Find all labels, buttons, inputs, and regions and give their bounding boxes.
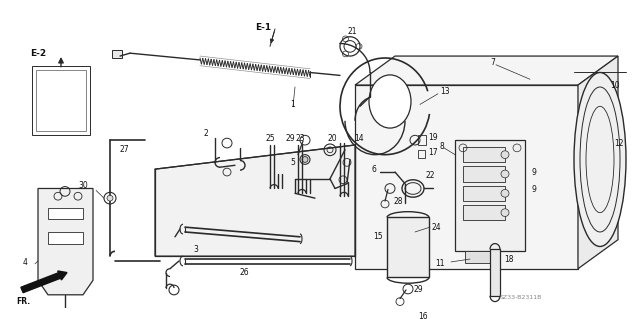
Text: 30: 30	[78, 181, 88, 190]
Text: SZ33-B2311B: SZ33-B2311B	[500, 295, 542, 300]
Bar	[465, 251, 490, 263]
Bar	[490, 249, 500, 296]
Ellipse shape	[580, 87, 620, 232]
Polygon shape	[355, 85, 578, 269]
Ellipse shape	[369, 75, 411, 128]
Text: 25: 25	[265, 134, 275, 143]
Bar	[48, 208, 83, 219]
Circle shape	[501, 189, 509, 197]
FancyArrow shape	[21, 271, 67, 293]
Circle shape	[501, 170, 509, 178]
Text: 1: 1	[290, 100, 295, 109]
Text: 16: 16	[418, 312, 428, 319]
Bar	[463, 186, 505, 201]
Text: 20: 20	[327, 134, 337, 143]
Text: 17: 17	[428, 148, 438, 157]
Bar	[463, 147, 505, 162]
Text: 24: 24	[432, 223, 442, 232]
Ellipse shape	[574, 72, 626, 247]
Text: 8: 8	[440, 142, 445, 152]
Text: 12: 12	[614, 138, 623, 148]
Ellipse shape	[586, 106, 614, 213]
Text: FR.: FR.	[16, 297, 30, 306]
Text: 23: 23	[296, 134, 306, 143]
Text: 29: 29	[413, 285, 422, 293]
Circle shape	[501, 151, 509, 159]
Text: 5: 5	[290, 158, 295, 167]
Circle shape	[302, 157, 308, 162]
Bar	[455, 140, 525, 251]
Text: E-1: E-1	[255, 23, 271, 32]
Text: 2: 2	[203, 129, 208, 138]
Text: 29: 29	[286, 134, 296, 143]
Text: 10: 10	[610, 81, 620, 90]
Bar	[112, 50, 122, 58]
Text: 19: 19	[428, 133, 438, 142]
Bar	[36, 70, 86, 131]
Text: 4: 4	[23, 258, 28, 267]
Text: 13: 13	[440, 87, 450, 96]
Circle shape	[107, 195, 113, 201]
Bar	[387, 218, 429, 278]
Text: 22: 22	[425, 171, 435, 181]
Circle shape	[501, 209, 509, 217]
Text: 3: 3	[193, 245, 198, 254]
Text: 26: 26	[240, 268, 250, 277]
Text: 21: 21	[348, 27, 358, 36]
Text: 9: 9	[531, 185, 536, 194]
Text: 28: 28	[393, 197, 403, 205]
Text: E-2: E-2	[30, 49, 46, 58]
Polygon shape	[578, 56, 618, 269]
Bar	[463, 166, 505, 182]
Polygon shape	[155, 145, 355, 256]
Bar	[418, 150, 425, 158]
Polygon shape	[355, 56, 618, 85]
Text: 6: 6	[372, 165, 377, 174]
Text: 14: 14	[354, 134, 364, 143]
Bar	[32, 66, 90, 135]
Bar	[463, 205, 505, 220]
Bar	[48, 232, 83, 244]
Text: 15: 15	[373, 232, 383, 241]
Text: 9: 9	[531, 167, 536, 176]
Text: 18: 18	[504, 255, 513, 263]
Bar	[418, 135, 426, 145]
Polygon shape	[38, 189, 93, 295]
Text: 11: 11	[435, 259, 445, 268]
Text: 27: 27	[120, 145, 130, 154]
Text: 7: 7	[490, 58, 495, 67]
